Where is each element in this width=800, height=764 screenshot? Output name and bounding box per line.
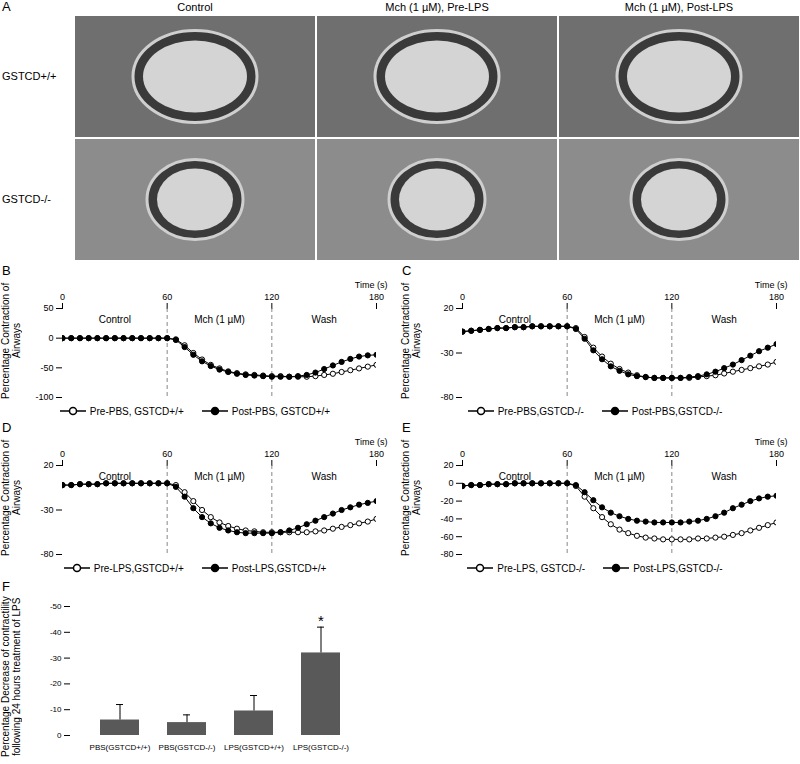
svg-text:20: 20 bbox=[43, 460, 53, 470]
svg-text:-30: -30 bbox=[40, 505, 53, 515]
svg-text:120: 120 bbox=[664, 449, 679, 459]
svg-text:-40: -40 bbox=[50, 628, 62, 637]
svg-text:20: 20 bbox=[443, 460, 453, 470]
svg-text:120: 120 bbox=[264, 292, 279, 302]
html-text:Percentage Decrease of contrac: Percentage Decrease of contractility fol… bbox=[0, 596, 22, 757]
svg-text:180: 180 bbox=[769, 449, 784, 459]
html-text:D: D bbox=[2, 420, 12, 435]
html-text:Post-LPS,GSTCD+/+: Post-LPS,GSTCD+/+ bbox=[231, 562, 327, 574]
html-text:Percentage Contraction of Airw: Percentage Contraction of Airways bbox=[400, 439, 422, 556]
html-text:Mch (1 µM), Pre-LPS: Mch (1 µM), Pre-LPS bbox=[385, 1, 489, 13]
svg-text:180: 180 bbox=[369, 292, 384, 302]
svg-text:Time (s): Time (s) bbox=[355, 437, 388, 447]
svg-text:120: 120 bbox=[664, 292, 679, 302]
svg-text:Wash: Wash bbox=[712, 314, 737, 325]
svg-text:PBS(GSTCD-/-): PBS(GSTCD-/-) bbox=[159, 743, 216, 752]
html-text:Pre-PBS, GSTCD+/+: Pre-PBS, GSTCD+/+ bbox=[89, 405, 184, 417]
html-text:E: E bbox=[402, 420, 411, 435]
html-text:Percentage Contraction of Airw: Percentage Contraction of Airways bbox=[400, 282, 422, 399]
svg-text:20: 20 bbox=[443, 303, 453, 313]
svg-text:Wash: Wash bbox=[712, 471, 737, 482]
html-text:Control: Control bbox=[177, 1, 213, 13]
svg-text:-30: -30 bbox=[50, 654, 62, 663]
svg-text:-20: -20 bbox=[440, 496, 453, 506]
html-text:F: F bbox=[2, 579, 10, 594]
svg-text:0: 0 bbox=[60, 292, 65, 302]
html-text:Pre-LPS, GSTCD-/-: Pre-LPS, GSTCD-/- bbox=[497, 562, 586, 574]
svg-text:0: 0 bbox=[60, 449, 65, 459]
html-text:GSTCD-/-: GSTCD-/- bbox=[2, 192, 51, 205]
svg-text:50: 50 bbox=[43, 303, 53, 313]
svg-text:0: 0 bbox=[48, 333, 53, 343]
svg-text:LPS(GSTCD+/+): LPS(GSTCD+/+) bbox=[224, 743, 284, 752]
svg-text:0: 0 bbox=[57, 731, 62, 740]
svg-text:Wash: Wash bbox=[312, 314, 337, 325]
svg-text:0: 0 bbox=[448, 478, 453, 488]
html-text:Post-PBS,GSTCD-/-: Post-PBS,GSTCD-/- bbox=[631, 405, 723, 417]
svg-text:-100: -100 bbox=[35, 392, 53, 402]
svg-text:60: 60 bbox=[562, 292, 572, 302]
svg-text:Time (s): Time (s) bbox=[755, 280, 788, 290]
svg-text:-50: -50 bbox=[40, 363, 53, 373]
svg-text:0: 0 bbox=[460, 292, 465, 302]
svg-text:Control: Control bbox=[99, 471, 131, 482]
svg-text:Wash: Wash bbox=[312, 471, 337, 482]
svg-text:Mch (1 µM): Mch (1 µM) bbox=[194, 471, 245, 482]
html-text:Post-LPS,GSTCD-/-: Post-LPS,GSTCD-/- bbox=[633, 562, 723, 574]
svg-text:60: 60 bbox=[162, 292, 172, 302]
html-text:GSTCD+/+: GSTCD+/+ bbox=[2, 69, 57, 82]
html-text:A: A bbox=[2, 0, 11, 14]
svg-text:-80: -80 bbox=[440, 392, 453, 402]
svg-text:Mch (1 µM): Mch (1 µM) bbox=[594, 471, 645, 482]
html-text:C: C bbox=[402, 263, 412, 278]
svg-text:-50: -50 bbox=[50, 602, 62, 611]
svg-text:180: 180 bbox=[769, 292, 784, 302]
svg-text:0: 0 bbox=[460, 449, 465, 459]
svg-text:-80: -80 bbox=[440, 549, 453, 559]
svg-text:-10: -10 bbox=[50, 705, 62, 714]
svg-text:Control: Control bbox=[499, 314, 531, 325]
svg-text:-20: -20 bbox=[50, 679, 62, 688]
svg-text:Time (s): Time (s) bbox=[355, 280, 388, 290]
svg-text:Mch (1 µM): Mch (1 µM) bbox=[194, 314, 245, 325]
svg-text:180: 180 bbox=[369, 449, 384, 459]
html-text:Percentage Contraction of Airw: Percentage Contraction of Airways bbox=[0, 439, 22, 556]
svg-text:120: 120 bbox=[264, 449, 279, 459]
svg-text:60: 60 bbox=[562, 449, 572, 459]
html-text:Percentage Contraction of Airw: Percentage Contraction of Airways bbox=[0, 282, 22, 399]
svg-text:PBS(GSTCD+/+): PBS(GSTCD+/+) bbox=[90, 743, 151, 752]
svg-text:LPS(GSTCD-/-): LPS(GSTCD-/-) bbox=[293, 743, 349, 752]
svg-text:-80: -80 bbox=[40, 549, 53, 559]
svg-text:Control: Control bbox=[99, 314, 131, 325]
svg-text:60: 60 bbox=[162, 449, 172, 459]
svg-text:-60: -60 bbox=[440, 532, 453, 542]
svg-text:Control: Control bbox=[499, 471, 531, 482]
html-text:B: B bbox=[2, 263, 11, 278]
html-text:Pre-LPS,GSTCD+/+: Pre-LPS,GSTCD+/+ bbox=[93, 562, 184, 574]
svg-text:Mch (1 µM): Mch (1 µM) bbox=[594, 314, 645, 325]
svg-text:-30: -30 bbox=[440, 348, 453, 358]
html-text:Post-PBS, GSTCD+/+: Post-PBS, GSTCD+/+ bbox=[231, 405, 331, 417]
svg-text:*: * bbox=[318, 612, 324, 629]
svg-text:Time (s): Time (s) bbox=[755, 437, 788, 447]
html-text:Mch (1 µM), Post-LPS: Mch (1 µM), Post-LPS bbox=[624, 1, 734, 13]
html-text:Pre-PBS,GSTCD-/-: Pre-PBS,GSTCD-/- bbox=[497, 405, 584, 417]
svg-text:-40: -40 bbox=[440, 514, 453, 524]
